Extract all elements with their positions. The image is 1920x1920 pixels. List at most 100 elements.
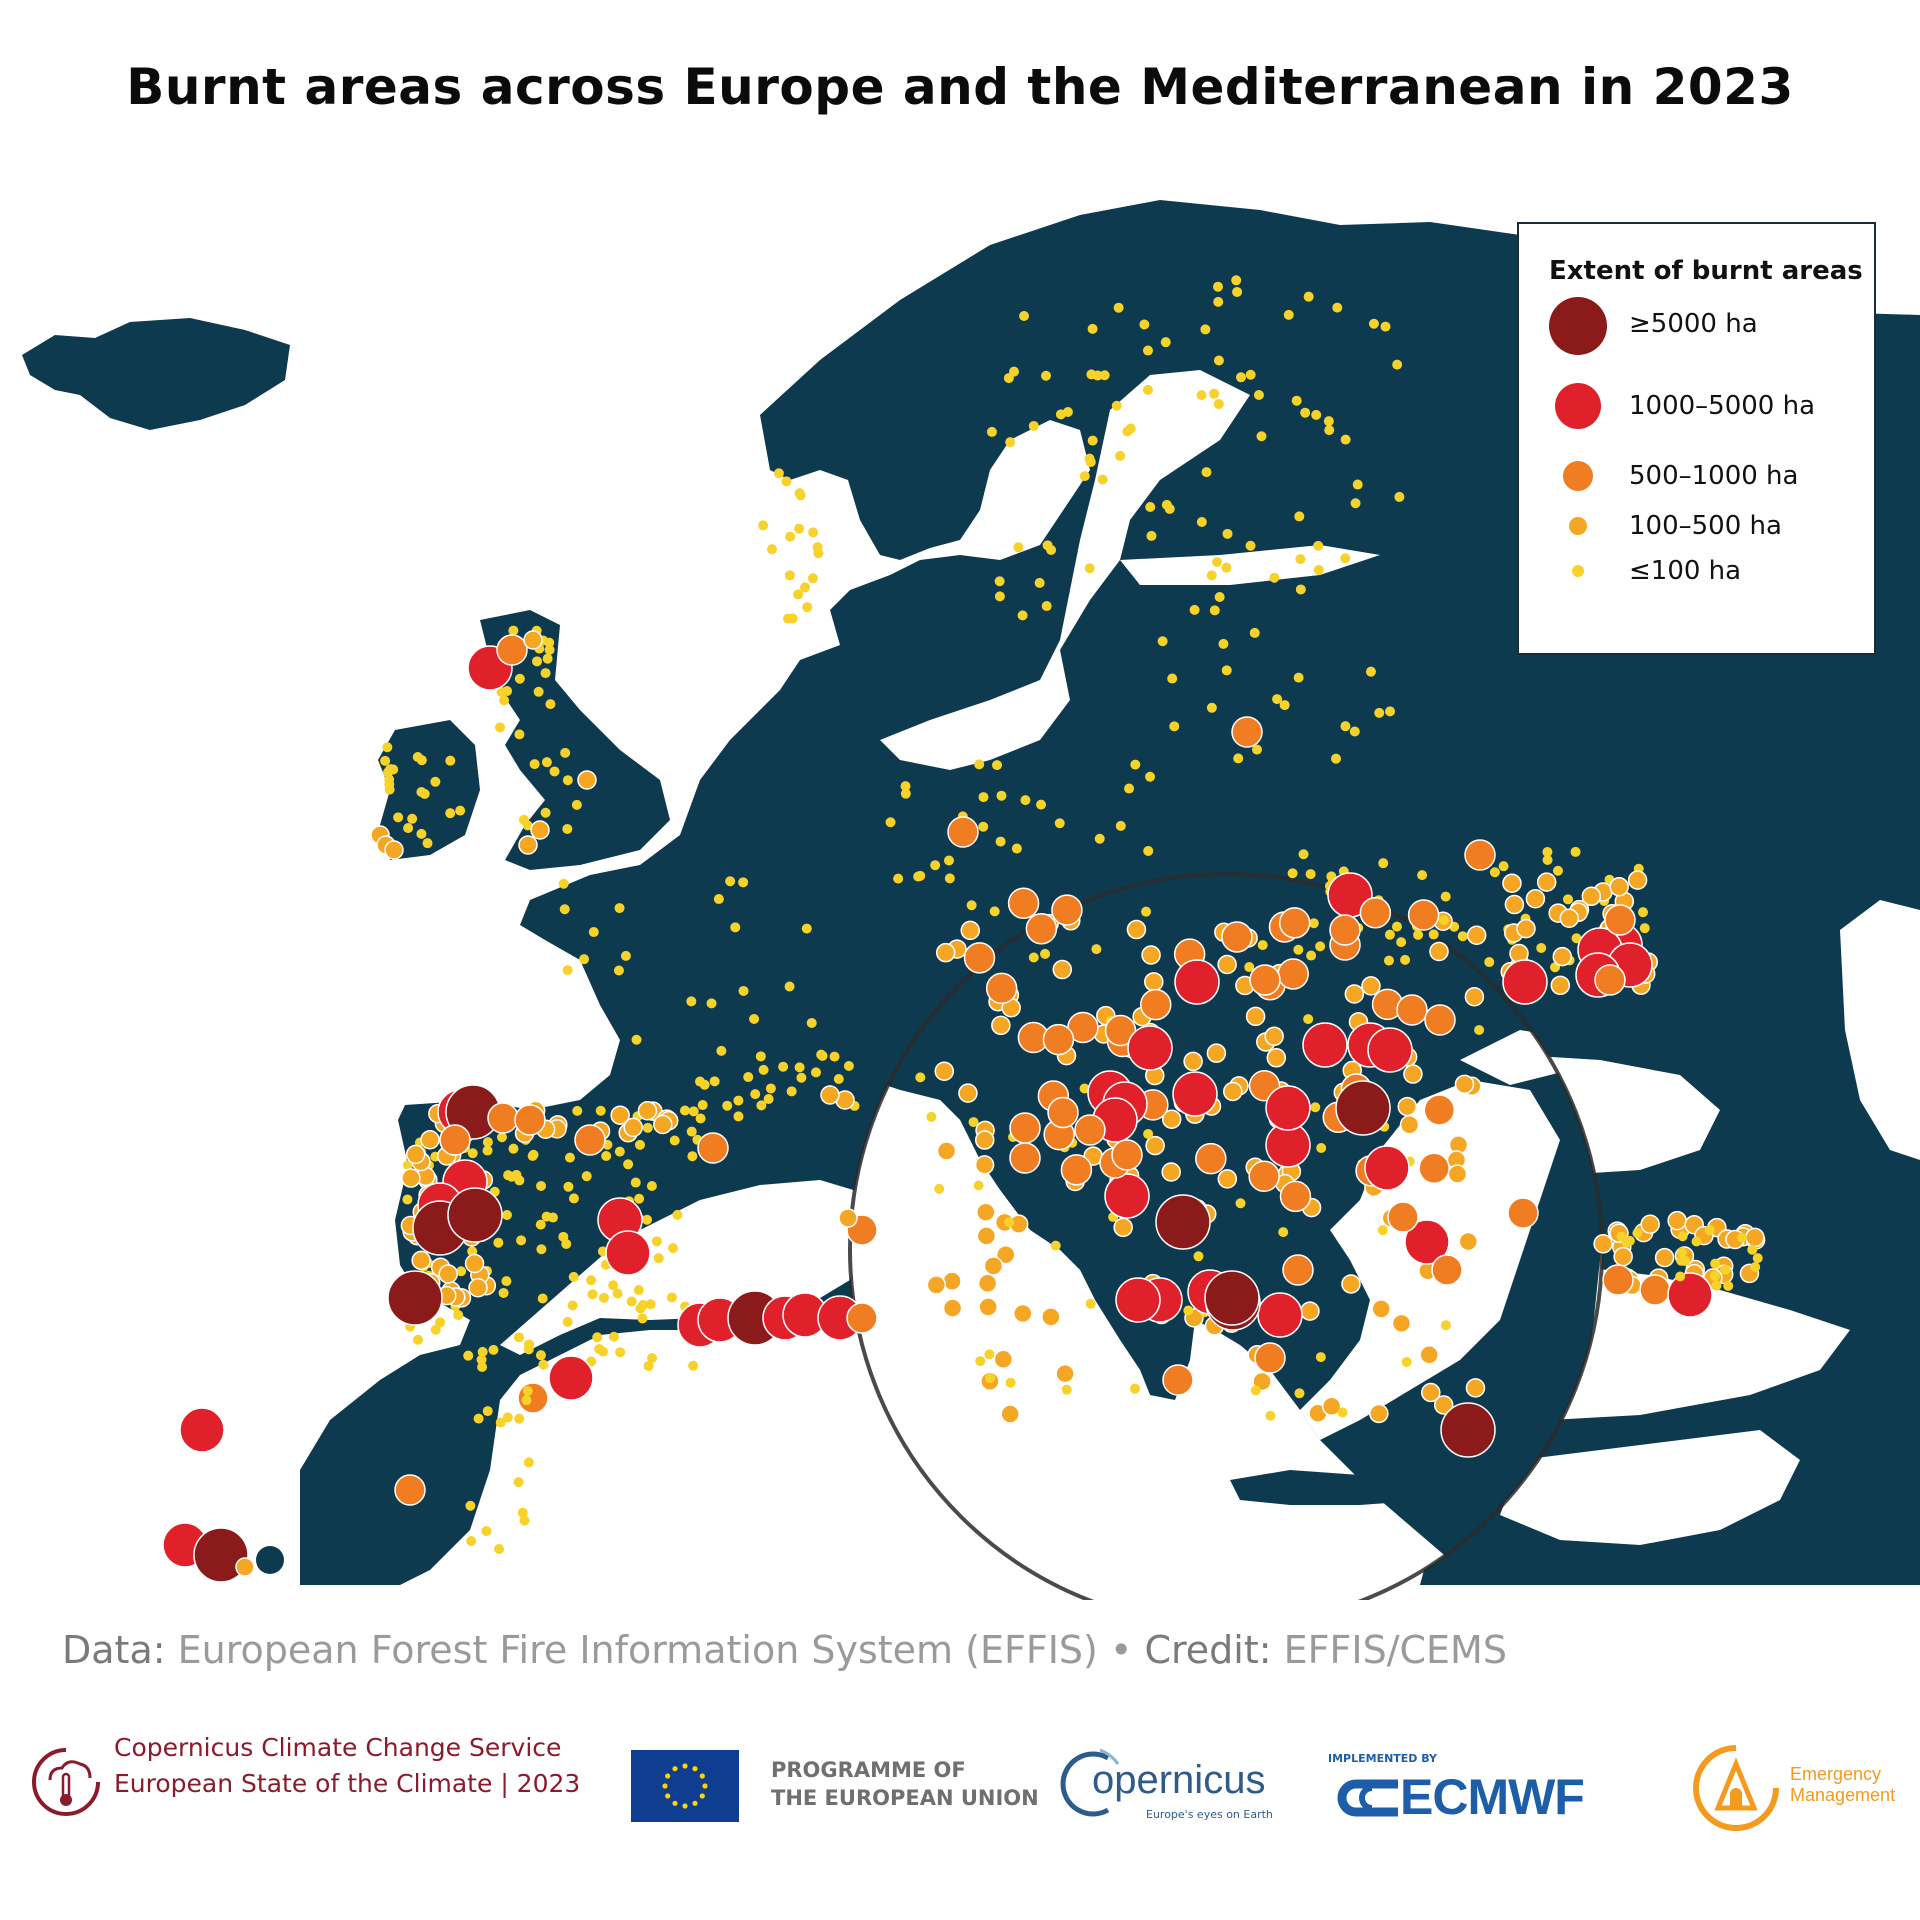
fire-marker-xs (989, 906, 1000, 917)
fire-marker-xs (536, 1180, 547, 1191)
fire-marker-s (935, 942, 956, 963)
eu-flag-icon (631, 1750, 739, 1822)
fire-marker-xs (1704, 1225, 1715, 1236)
fire-marker-m (1387, 1201, 1419, 1233)
fire-marker-xs (1201, 467, 1212, 478)
fire-marker-xs (571, 799, 582, 810)
fire-marker-m (1359, 897, 1392, 929)
fire-marker-xs (800, 582, 811, 593)
fire-marker-xs (430, 1324, 441, 1335)
fire-marker-xs (1391, 921, 1402, 932)
fire-marker-xs (1384, 929, 1395, 940)
fire-marker-m (1162, 1364, 1194, 1396)
fire-marker-xs (1737, 1232, 1748, 1243)
fire-marker-xs (1196, 390, 1207, 401)
fire-marker-xs (1294, 1388, 1305, 1399)
fire-marker-s (1041, 1307, 1061, 1327)
fire-marker-xs (722, 1100, 733, 1111)
fire-marker-xs (514, 1413, 525, 1424)
fire-marker-xs (1042, 540, 1053, 551)
fire-marker-s (1454, 1074, 1475, 1095)
fire-marker-s (974, 1155, 995, 1175)
fire-marker-s (610, 1105, 630, 1125)
ireland-land (378, 720, 480, 860)
fire-marker-xs (1218, 638, 1229, 649)
fire-marker-xs (1269, 572, 1280, 583)
eu-programme-text: PROGRAMME OF THE EUROPEAN UNION (771, 1756, 1039, 1812)
fire-marker-xs (634, 1193, 645, 1204)
fire-marker-s (926, 1275, 947, 1295)
fire-marker-xs (738, 877, 749, 888)
fire-marker-xs (1221, 562, 1232, 573)
fire-marker-xs (733, 1095, 744, 1106)
fire-marker-xs (1235, 1198, 1246, 1209)
fire-marker-xs (801, 923, 812, 934)
fire-marker-xs (1709, 1270, 1720, 1281)
fire-marker-xs (758, 1064, 769, 1075)
fire-marker-xs (706, 998, 717, 1009)
fire-marker-xs (455, 805, 466, 816)
fire-marker-xs (536, 1244, 547, 1255)
fire-marker-xs (544, 637, 555, 648)
credit-credit-label: Credit: (1144, 1628, 1272, 1672)
fire-marker-s (1161, 1109, 1182, 1129)
fire-marker-xs (688, 1106, 699, 1117)
canary-island (256, 1546, 284, 1574)
fire-marker-s (934, 1061, 955, 1081)
fire-marker-s (958, 1083, 978, 1103)
fire-marker-xs (435, 1317, 446, 1328)
fire-marker-l (1367, 1027, 1413, 1073)
fire-marker-xs (786, 1086, 797, 1097)
fire-marker-m (1396, 994, 1428, 1026)
fire-marker-s (1550, 975, 1571, 996)
fire-marker-xs (416, 786, 427, 797)
fire-marker-xs (1142, 345, 1153, 356)
fire-marker-xs (495, 1417, 506, 1428)
fire-marker-xs (812, 542, 823, 553)
fire-marker-xs (422, 838, 433, 849)
fire-marker-xs (1542, 846, 1553, 857)
fire-marker-xl (447, 1187, 503, 1243)
fire-marker-s (1465, 1378, 1486, 1398)
fire-marker-s (464, 1253, 485, 1274)
fire-marker-xs (646, 1180, 657, 1191)
fire-marker-xs (1041, 601, 1052, 612)
fire-marker-xs (1245, 369, 1256, 380)
fire-marker-xs (1221, 665, 1232, 676)
fire-marker-s (1344, 984, 1365, 1004)
fire-marker-xs (403, 823, 414, 834)
fire-marker-xs (598, 1292, 609, 1303)
fire-marker-m (1111, 1139, 1143, 1171)
fire-marker-s (1052, 959, 1073, 980)
fire-marker-xs (686, 1126, 697, 1137)
fire-marker-xs (943, 855, 954, 866)
fire-marker-m (1329, 914, 1361, 946)
fire-marker-l (1364, 1145, 1410, 1191)
fire-marker-s (1421, 1382, 1441, 1403)
legend-label-xs: ≤100 ha (1629, 556, 1742, 586)
fire-marker-xs (978, 821, 989, 832)
fire-marker-xs (810, 1067, 821, 1078)
fire-marker-m (1278, 907, 1311, 939)
fire-marker-s (1613, 1246, 1633, 1267)
fire-marker-xs (445, 808, 456, 819)
fire-marker-xs (608, 1280, 619, 1291)
legend-swatch-l (1555, 383, 1601, 429)
fire-marker-s (1206, 1043, 1227, 1063)
copernicus-c-icon (1060, 1748, 1120, 1817)
fire-marker-s (530, 820, 550, 840)
fire-marker-s (1321, 1396, 1342, 1417)
credit-data-value: European Forest Fire Information System … (177, 1628, 1098, 1672)
fire-marker-s (1552, 946, 1573, 967)
fire-marker-xs (1054, 818, 1065, 829)
fire-marker-xs (1340, 721, 1351, 732)
fire-marker-xs (1331, 753, 1342, 764)
fire-marker-s (1525, 889, 1546, 909)
fire-marker-xs (1222, 528, 1233, 539)
fire-marker-m (487, 1102, 519, 1134)
fire-marker-xs (1233, 753, 1244, 764)
fire-marker-xs (1392, 359, 1403, 370)
fire-marker-xs (1020, 795, 1031, 806)
fire-marker-xs (533, 686, 544, 697)
fire-marker-xs (1129, 1383, 1140, 1394)
